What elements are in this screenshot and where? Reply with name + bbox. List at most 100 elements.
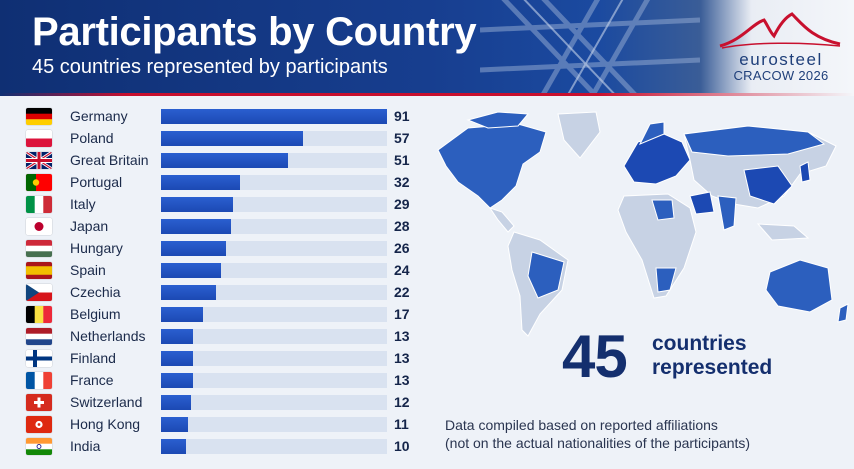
data-label: 32 <box>394 174 410 190</box>
bar-track <box>161 351 387 366</box>
data-label: 10 <box>394 438 410 454</box>
bar <box>161 109 387 124</box>
eurosteel-logo <box>719 12 841 49</box>
chart-row: Netherlands 13 <box>0 325 425 347</box>
category-label: Japan <box>70 218 109 234</box>
countries-count-label: countries represented <box>652 332 772 380</box>
category-label: Switzerland <box>70 394 143 410</box>
note-line1: Data compiled based on reported affiliat… <box>445 417 718 433</box>
bar <box>161 417 189 432</box>
bar-track <box>161 439 387 454</box>
chart-row: Hungary 26 <box>0 237 425 259</box>
chart-row: Germany 91 <box>0 105 425 127</box>
flag-icon <box>26 130 52 147</box>
flag-icon <box>26 174 52 191</box>
data-label: 13 <box>394 372 410 388</box>
bar-track <box>161 329 387 344</box>
chart-row: Czechia 22 <box>0 281 425 303</box>
category-label: France <box>70 372 114 388</box>
bar <box>161 131 303 146</box>
flag-icon <box>26 240 52 257</box>
bar-track <box>161 417 387 432</box>
bar <box>161 373 194 388</box>
logo-subtitle: CRACOW 2026 <box>733 68 829 83</box>
participants-bar-chart: Germany 91 Poland 57 Great Britain 51 Portugal… <box>0 100 425 469</box>
countries-label-line2: represented <box>652 356 773 379</box>
flag-icon <box>26 350 52 367</box>
flag-icon <box>26 108 52 125</box>
chart-row: Finland 13 <box>0 347 425 369</box>
data-label: 29 <box>394 196 410 212</box>
flag-icon <box>26 196 52 213</box>
category-label: India <box>70 438 101 454</box>
bar <box>161 439 186 454</box>
flag-icon <box>26 394 52 411</box>
chart-row: Portugal 32 <box>0 171 425 193</box>
chart-row: Hong Kong 11 <box>0 413 425 435</box>
flag-icon <box>26 152 52 169</box>
data-label: 24 <box>394 262 410 278</box>
flag-icon <box>26 328 52 345</box>
world-map <box>437 111 849 337</box>
chart-row: Poland 57 <box>0 127 425 149</box>
flag-icon <box>26 416 52 433</box>
page-subtitle: 45 countries represented by participants <box>32 56 388 78</box>
category-label: Hungary <box>70 240 123 256</box>
steel-structure-graphic <box>480 0 700 93</box>
category-label: Spain <box>70 262 106 278</box>
category-label: Hong Kong <box>70 416 141 432</box>
category-label: Finland <box>70 350 116 366</box>
data-label: 51 <box>394 152 410 168</box>
bar-track <box>161 307 387 322</box>
category-label: Poland <box>70 130 114 146</box>
chart-row: Japan 28 <box>0 215 425 237</box>
flag-icon <box>26 438 52 455</box>
bar <box>161 175 241 190</box>
logo-name: eurosteel <box>739 50 823 69</box>
bar <box>161 153 288 168</box>
bar <box>161 307 204 322</box>
data-label: 22 <box>394 284 410 300</box>
data-label: 17 <box>394 306 410 322</box>
chart-row: France 13 <box>0 369 425 391</box>
category-label: Czechia <box>70 284 121 300</box>
flag-icon <box>26 262 52 279</box>
category-label: Portugal <box>70 174 123 190</box>
category-label: Belgium <box>70 306 121 322</box>
bar <box>161 329 194 344</box>
bar <box>161 395 191 410</box>
chart-row: Belgium 17 <box>0 303 425 325</box>
page-title: Participants by Country <box>32 10 477 54</box>
chart-row: Switzerland 12 <box>0 391 425 413</box>
chart-row: Italy 29 <box>0 193 425 215</box>
flag-icon <box>26 372 52 389</box>
chart-row: Spain 24 <box>0 259 425 281</box>
header-divider <box>0 93 854 96</box>
data-label: 13 <box>394 350 410 366</box>
data-label: 28 <box>394 218 410 234</box>
bar <box>161 351 194 366</box>
data-label: 12 <box>394 394 410 410</box>
bar <box>161 263 221 278</box>
flag-icon <box>26 218 52 235</box>
category-label: Great Britain <box>70 152 149 168</box>
bar <box>161 241 226 256</box>
flag-icon <box>26 306 52 323</box>
data-source-note: Data compiled based on reported affiliat… <box>445 416 850 452</box>
flag-icon <box>26 284 52 301</box>
data-label: 11 <box>394 416 409 432</box>
note-line2: (not on the actual nationalities of the … <box>445 435 751 451</box>
bar-track <box>161 285 387 300</box>
countries-count: 45 <box>562 323 628 390</box>
category-label: Italy <box>70 196 96 212</box>
bar <box>161 197 234 212</box>
chart-row: India 10 <box>0 435 425 457</box>
header-banner: Participants by Country 45 countries rep… <box>0 0 854 93</box>
bar <box>161 219 231 234</box>
data-label: 57 <box>394 130 410 146</box>
bar-track <box>161 373 387 388</box>
data-label: 91 <box>394 108 410 124</box>
bar <box>161 285 216 300</box>
data-label: 13 <box>394 328 410 344</box>
bar-track <box>161 395 387 410</box>
